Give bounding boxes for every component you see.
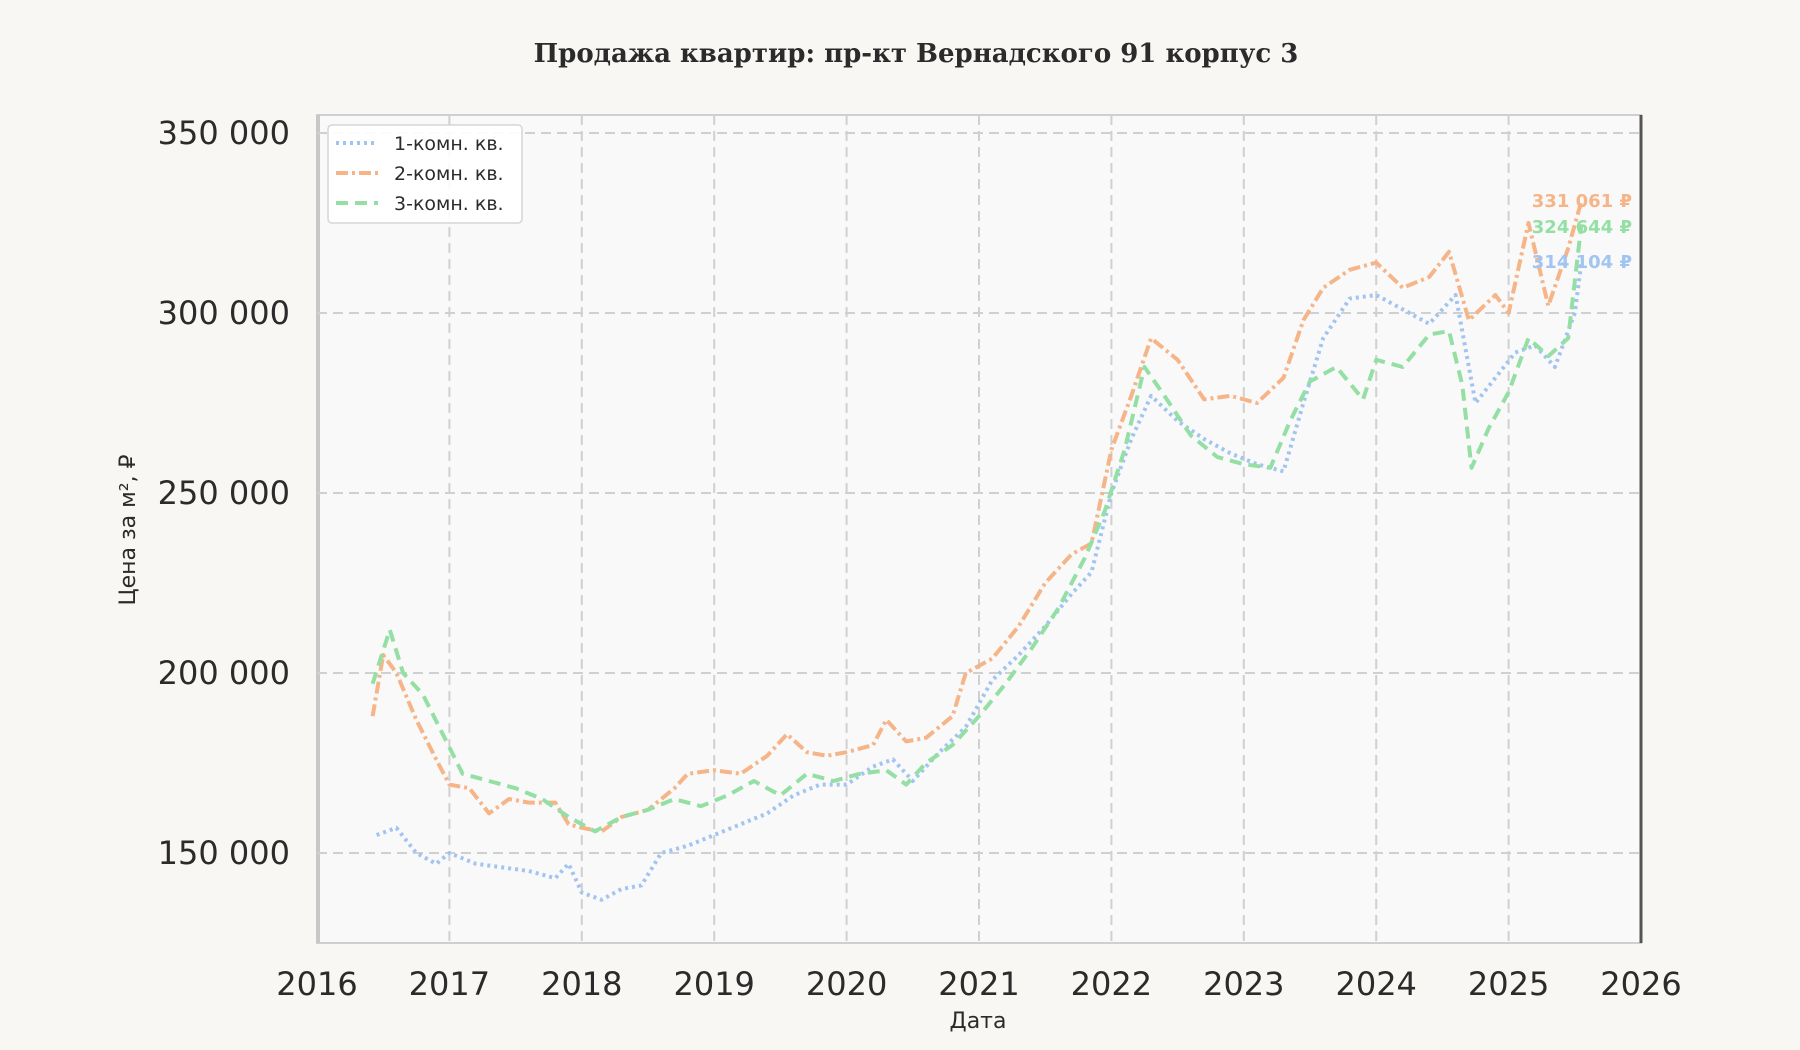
x-tick-label: 2025 (1468, 965, 1549, 1003)
end-value-label: 314 104 ₽ (1532, 252, 1632, 273)
chart-title: Продажа квартир: пр-кт Вернадского 91 ко… (534, 39, 1299, 69)
series-line-3 (370, 224, 1584, 834)
y-tick-label: 250 000 (158, 474, 290, 512)
x-tick-label: 2022 (1071, 965, 1152, 1003)
x-tick-label: 2023 (1203, 965, 1284, 1003)
x-tick-label: 2017 (409, 965, 490, 1003)
series-line-2 (370, 200, 1584, 834)
end-value-label: 324 644 ₽ (1532, 217, 1632, 238)
x-tick-label: 2019 (673, 965, 754, 1003)
legend: 1-комн. кв. 2-комн. кв. 3-комн. кв. (327, 124, 523, 224)
legend-label: 2-комн. кв. (394, 163, 504, 185)
x-tick-label: 2021 (938, 965, 1019, 1003)
series (370, 200, 1584, 902)
y-axis-label: Цена за м², ₽ (116, 454, 141, 605)
x-tick-label: 2016 (276, 965, 357, 1003)
x-tick-label: 2026 (1600, 965, 1681, 1003)
y-tick-label: 300 000 (158, 294, 290, 332)
series-line-1 (375, 261, 1584, 902)
y-tick-label: 350 000 (158, 114, 290, 152)
end-value-label: 331 061 ₽ (1532, 191, 1632, 212)
y-tick-label: 200 000 (158, 654, 290, 692)
axis-ticks: 2016 2017 2018 2019 2020 2021 2022 2023 2024 2025… (158, 114, 1682, 1003)
legend-box (327, 124, 523, 224)
grid (317, 115, 1641, 943)
x-tick-label: 2018 (541, 965, 622, 1003)
y-tick-label: 150 000 (158, 834, 290, 872)
plot-area (316, 114, 1642, 944)
x-axis-label: Дата (950, 1009, 1007, 1034)
end-labels: 331 061 ₽ 324 644 ₽ 314 104 ₽ (1532, 191, 1632, 273)
legend-label: 3-комн. кв. (394, 193, 504, 215)
legend-label: 1-комн. кв. (394, 133, 504, 155)
x-tick-label: 2020 (806, 965, 887, 1003)
x-tick-label: 2024 (1335, 965, 1416, 1003)
